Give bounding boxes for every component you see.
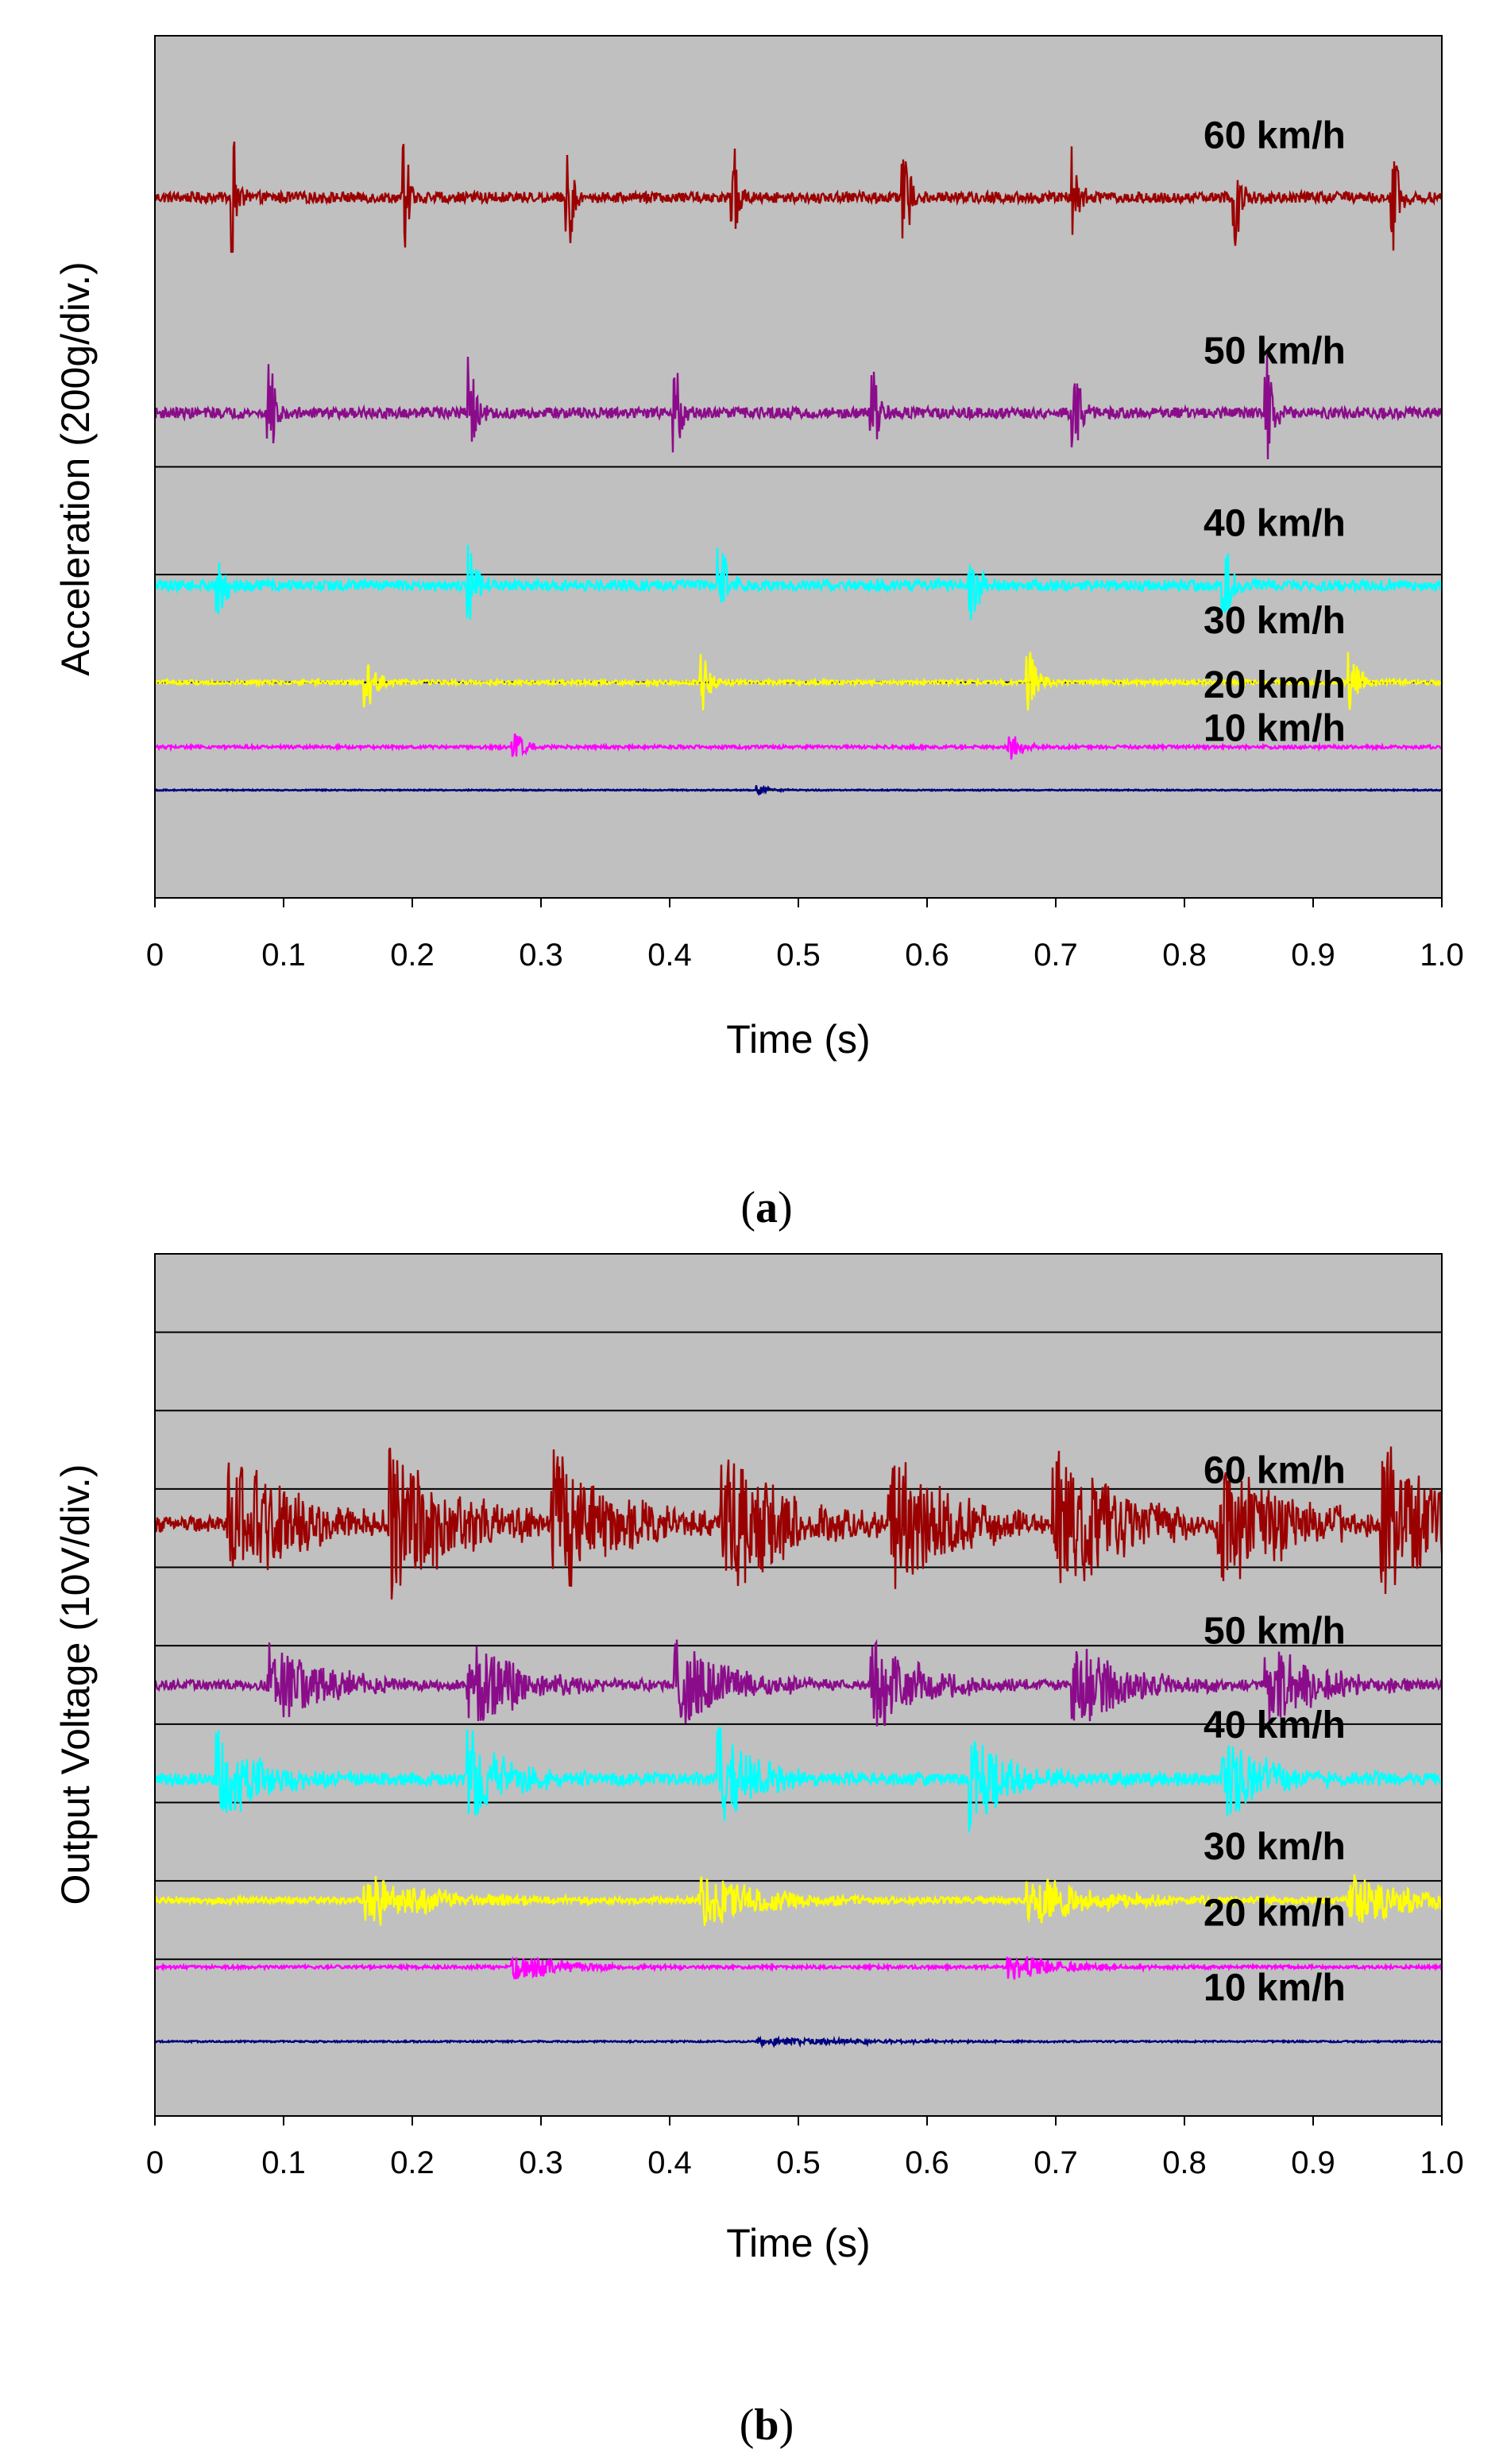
- x-tick-label: 0.8: [1162, 2145, 1207, 2180]
- series-group-b: [153, 1446, 1443, 2049]
- x-tick-label: 0: [146, 938, 164, 973]
- series-trace-40-km-h: [154, 544, 1443, 621]
- series-label: 50 km/h: [1204, 1611, 1346, 1653]
- y-axis-label-a: Acceleration (200g/div.): [53, 261, 98, 676]
- x-axis-label-b: Time (s): [726, 2221, 870, 2265]
- series-trace-50-km-h: [153, 355, 1443, 460]
- series-label: 40 km/h: [1204, 503, 1346, 545]
- series-labels-b: 60 km/h 50 km/h 40 km/h 30 km/h 20 km/h 10 km…: [1204, 1449, 1346, 2009]
- panel-label-b: b: [754, 2400, 779, 2450]
- x-tick-label: 1.0: [1420, 938, 1464, 973]
- panel-a: 0 0.1 0.2 0.3 0.4 0.5 0.6 0.7 0.8 0.9 1.0 60 km/h 5…: [53, 35, 1464, 1232]
- series-trace-20-km-h: [154, 733, 1442, 760]
- x-tick-label: 0.2: [390, 938, 435, 973]
- series-trace-40-km-h: [153, 1727, 1443, 1833]
- x-tick-label: 0.2: [390, 2145, 435, 2180]
- x-tick-label: 0.8: [1162, 938, 1207, 973]
- x-tick-label: 0.1: [261, 938, 306, 973]
- x-tick-label: 0.7: [1034, 938, 1078, 973]
- series-labels-a: 60 km/h 50 km/h 40 km/h 30 km/h 20 km/h10 km…: [1204, 114, 1346, 749]
- x-tick-label: 0.6: [905, 2145, 949, 2180]
- x-tick-label: 1.0: [1420, 2145, 1464, 2180]
- series-trace-30-km-h: [154, 652, 1442, 711]
- x-tick-label: 0.5: [776, 938, 821, 973]
- x-tick-label: 0.4: [647, 938, 692, 973]
- series-group-a: [153, 141, 1443, 796]
- panel-label-a: a: [755, 1183, 778, 1232]
- series-trace-60-km-h: [153, 1446, 1443, 1599]
- x-tick-label: 0.5: [776, 2145, 821, 2180]
- x-axis-label-a: Time (s): [726, 1017, 870, 1062]
- series-label: 60 km/h: [1204, 114, 1346, 157]
- panel-caption-b: (b): [740, 2400, 794, 2450]
- series-label: 10 km/h: [1204, 707, 1346, 749]
- panel-b: 0 0.1 0.2 0.3 0.4 0.5 0.6 0.7 0.8 0.9 1.0 60 km/h 5…: [53, 1253, 1464, 2450]
- x-tick-label: 0.3: [519, 938, 563, 973]
- series-label: 40 km/h: [1204, 1704, 1346, 1746]
- series-label: 30 km/h: [1204, 1826, 1346, 1868]
- x-tick-label: 0.3: [519, 2145, 563, 2180]
- y-axis-label-b: Output Voltage (10V/div.): [53, 1464, 98, 1905]
- x-tick-label: 0.7: [1034, 2145, 1078, 2180]
- series-trace-10-km-h: [154, 2035, 1443, 2049]
- series-label: 20 km/h: [1204, 1893, 1346, 1935]
- series-label: 30 km/h: [1204, 600, 1346, 642]
- series-trace-20-km-h: [153, 1955, 1443, 1980]
- series-label: 50 km/h: [1204, 331, 1346, 373]
- series-trace-10-km-h: [154, 784, 1442, 796]
- x-tick-label: 0: [146, 2145, 164, 2180]
- series-trace-50-km-h: [154, 1638, 1443, 1727]
- series-trace-30-km-h: [153, 1874, 1443, 1926]
- panel-caption-a: (a): [740, 1183, 792, 1232]
- series-label: 10 km/h: [1204, 1967, 1346, 2009]
- x-ticks-a: 0 0.1 0.2 0.3 0.4 0.5 0.6 0.7 0.8 0.9 1.0: [146, 898, 1464, 973]
- series-label: 60 km/h: [1204, 1449, 1346, 1491]
- x-tick-label: 0.1: [261, 2145, 306, 2180]
- x-tick-label: 0.9: [1291, 938, 1335, 973]
- x-tick-label: 0.9: [1291, 2145, 1335, 2180]
- x-tick-label: 0.6: [905, 938, 949, 973]
- series-label: 20 km/h: [1204, 664, 1346, 706]
- x-ticks-b: 0 0.1 0.2 0.3 0.4 0.5 0.6 0.7 0.8 0.9 1.0: [146, 2116, 1464, 2180]
- x-tick-label: 0.4: [647, 2145, 692, 2180]
- series-trace-60-km-h: [153, 141, 1443, 253]
